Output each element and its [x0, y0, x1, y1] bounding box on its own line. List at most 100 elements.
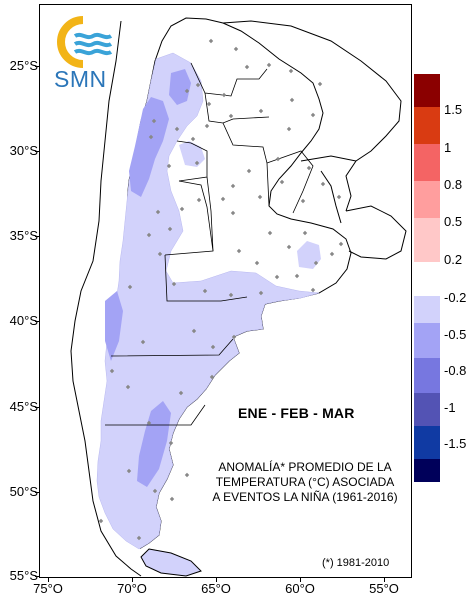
station-marker	[236, 248, 242, 254]
station-marker	[230, 210, 236, 216]
station-marker	[317, 81, 323, 87]
lat-tick	[35, 407, 39, 408]
station-marker	[246, 168, 252, 174]
station-marker	[206, 101, 212, 107]
station-marker	[171, 281, 177, 287]
station-marker	[286, 244, 292, 250]
anomaly-area-medium	[129, 97, 169, 197]
station-marker	[336, 194, 342, 200]
legend-label: -0.5	[444, 327, 467, 342]
lat-label-45s: 45°S	[9, 399, 38, 414]
station-marker	[209, 374, 215, 380]
station-marker	[310, 287, 316, 293]
station-marker	[157, 251, 163, 257]
legend-swatch	[414, 218, 440, 262]
station-marker	[174, 126, 180, 132]
station-marker	[109, 368, 115, 374]
legend-swatch	[414, 323, 440, 358]
station-marker	[233, 46, 239, 52]
station-marker	[275, 156, 281, 162]
station-marker	[208, 38, 214, 44]
station-marker	[288, 68, 294, 74]
lon-label-70o: 70°O	[117, 581, 147, 596]
station-marker	[184, 472, 190, 478]
station-marker	[329, 251, 335, 257]
legend-swatch	[414, 74, 440, 107]
legend-swatch	[414, 426, 440, 459]
lon-tick	[384, 578, 385, 582]
station-marker	[184, 88, 190, 94]
station-marker	[146, 420, 152, 426]
station-marker	[169, 496, 175, 502]
legend-label: 1.5	[444, 102, 463, 117]
station-marker	[146, 232, 152, 238]
province-borders	[105, 62, 314, 426]
lat-label-35s: 35°S	[9, 228, 38, 243]
legend-swatch	[414, 358, 440, 393]
station-marker	[202, 288, 208, 294]
anomaly-area-light	[179, 141, 205, 167]
station-marker	[167, 226, 173, 232]
legend-swatch	[414, 107, 440, 144]
station-marker	[274, 274, 280, 280]
station-marker	[300, 198, 306, 204]
tierra-del-fuego	[140, 548, 202, 577]
station-marker	[152, 488, 158, 494]
station-marker	[313, 260, 319, 266]
station-marker	[279, 179, 285, 185]
station-marker	[302, 230, 308, 236]
station-marker	[196, 197, 202, 203]
station-marker	[191, 328, 197, 334]
station-marker	[148, 134, 154, 140]
argentina-map	[70, 17, 407, 577]
lat-label-25s: 25°S	[9, 58, 38, 73]
station-marker	[228, 113, 234, 119]
station-marker	[231, 334, 237, 340]
station-marker	[320, 181, 326, 187]
station-marker	[190, 136, 196, 142]
legend-swatch	[414, 181, 440, 218]
caption-line: A EVENTOS LA NIÑA (1961-2016)	[212, 490, 398, 504]
station-marker	[98, 518, 104, 524]
station-marker	[254, 260, 260, 266]
station-marker	[338, 241, 344, 247]
legend-label: 1	[444, 140, 452, 155]
legend-label: 0.8	[444, 177, 463, 192]
lat-label-40s: 40°S	[9, 313, 38, 328]
legend-swatch	[414, 144, 440, 181]
footnote: (*) 1981-2010	[322, 557, 390, 569]
legend-label: -1.5	[444, 436, 467, 451]
legend-swatch	[414, 296, 440, 323]
lat-label-55s: 55°S	[9, 568, 38, 583]
legend-label: -0.8	[444, 363, 467, 378]
station-marker	[210, 344, 216, 350]
season-title: ENE - FEB - MAR	[238, 405, 355, 421]
station-marker	[258, 108, 264, 114]
anomaly-area-medium	[137, 401, 171, 487]
station-marker	[125, 384, 131, 390]
station-marker	[289, 97, 295, 103]
lat-tick	[35, 236, 39, 237]
lat-tick	[35, 151, 39, 152]
smn-logo	[53, 12, 118, 97]
station-marker	[194, 160, 200, 166]
color-legend: 1.5 1 0.8 0.5 0.2 -0.2 -0.5 -0.8 -1 -1.5	[414, 74, 474, 484]
uruguay-outline	[345, 205, 407, 260]
legend-label: 0.5	[444, 214, 463, 229]
station-marker	[195, 82, 201, 88]
station-marker	[136, 535, 142, 541]
station-marker	[267, 230, 273, 236]
station-marker	[204, 123, 210, 129]
logo-text: SMN	[54, 66, 107, 92]
lat-tick	[35, 576, 39, 577]
station-marker	[126, 468, 132, 474]
neighbor-outline	[300, 155, 357, 224]
station-marker	[220, 196, 226, 202]
lon-label-55o: 55°O	[369, 581, 399, 596]
station-marker	[155, 209, 161, 215]
legend-swatch	[414, 459, 440, 482]
map-frame	[39, 4, 412, 578]
map-caption: ANOMALÍA* PROMEDIO DE LA TEMPERATURA (°C…	[196, 460, 414, 505]
lon-label-60o: 60°O	[285, 581, 315, 596]
lon-tick	[300, 578, 301, 582]
